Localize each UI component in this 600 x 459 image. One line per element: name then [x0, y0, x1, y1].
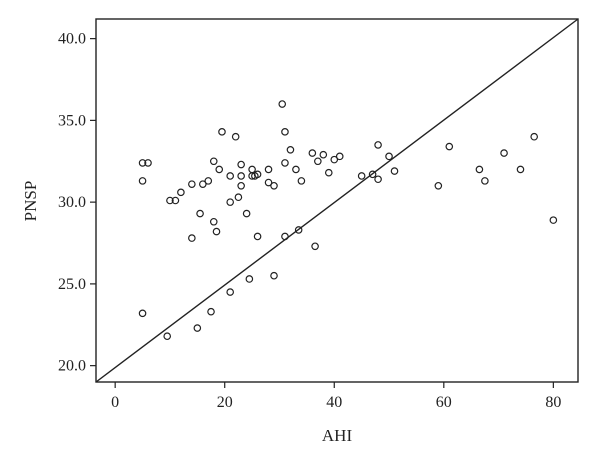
data-point	[500, 149, 508, 157]
data-point	[138, 309, 147, 318]
data-point	[199, 180, 207, 188]
x-axis-title: AHI	[322, 426, 353, 445]
data-point	[264, 178, 273, 187]
data-point	[374, 175, 382, 184]
data-point	[237, 181, 245, 190]
data-points	[138, 100, 558, 341]
x-tick-label: 20	[217, 394, 233, 411]
data-point	[204, 177, 213, 185]
data-point	[193, 324, 202, 332]
data-point	[286, 146, 295, 154]
plot-frame	[95, 18, 579, 383]
data-point	[237, 160, 245, 169]
y-tick-label: 25.0	[58, 276, 86, 293]
data-point	[324, 168, 333, 177]
data-point	[319, 150, 328, 159]
data-point	[434, 181, 443, 190]
data-point	[209, 217, 218, 226]
data-point	[245, 275, 254, 283]
data-point	[138, 159, 147, 167]
data-point	[226, 172, 234, 180]
y-tick-label: 20.0	[58, 358, 86, 375]
data-point	[138, 177, 147, 185]
x-tick-label: 80	[545, 394, 561, 411]
data-point	[475, 165, 484, 174]
data-point	[270, 271, 278, 280]
data-point	[357, 172, 366, 180]
axis-ticks: 0 20 40 60 80 20.0 25.0 30.0 35.0 40.0	[58, 31, 561, 411]
data-point	[212, 227, 221, 236]
data-point	[196, 209, 204, 218]
y-tick-label: 35.0	[58, 112, 86, 129]
data-point	[237, 172, 245, 180]
diagonal-reference-line	[95, 18, 579, 383]
data-point	[311, 242, 319, 251]
data-point	[215, 165, 224, 174]
x-tick-label: 0	[111, 394, 119, 411]
data-point	[163, 332, 172, 341]
data-point	[516, 165, 525, 174]
data-point	[530, 132, 538, 141]
data-point	[278, 100, 287, 108]
y-tick-label: 40.0	[58, 31, 86, 48]
data-point	[281, 232, 289, 241]
data-point	[292, 165, 300, 174]
y-axis-title: PNSP	[21, 181, 40, 222]
data-point	[445, 142, 454, 151]
data-point	[308, 149, 317, 157]
data-point	[281, 128, 289, 136]
data-point	[218, 128, 226, 136]
data-point	[188, 234, 196, 242]
data-point	[297, 177, 306, 185]
data-point	[330, 155, 339, 164]
data-point	[549, 216, 558, 224]
data-point	[242, 209, 251, 218]
data-point	[207, 307, 215, 316]
data-point	[374, 141, 382, 149]
data-point	[234, 193, 243, 202]
data-point	[226, 198, 234, 206]
data-point	[385, 152, 393, 161]
data-point	[281, 159, 289, 167]
data-point	[368, 170, 377, 179]
data-point	[253, 232, 262, 241]
data-point	[253, 170, 262, 179]
data-point	[209, 157, 218, 166]
data-point	[166, 196, 174, 205]
data-point	[294, 226, 303, 234]
data-point	[335, 152, 344, 161]
data-point	[390, 167, 399, 175]
data-point	[481, 177, 489, 185]
x-tick-label: 60	[436, 394, 452, 411]
data-point	[144, 159, 152, 167]
data-point	[248, 165, 256, 174]
x-tick-label: 40	[326, 394, 342, 411]
data-point	[188, 180, 196, 188]
data-point	[270, 181, 278, 190]
data-point	[314, 157, 322, 166]
data-point	[177, 188, 185, 197]
data-point	[231, 132, 240, 141]
data-point	[264, 165, 273, 174]
data-point	[171, 196, 180, 205]
data-point	[226, 288, 234, 296]
y-tick-label: 30.0	[58, 194, 86, 211]
